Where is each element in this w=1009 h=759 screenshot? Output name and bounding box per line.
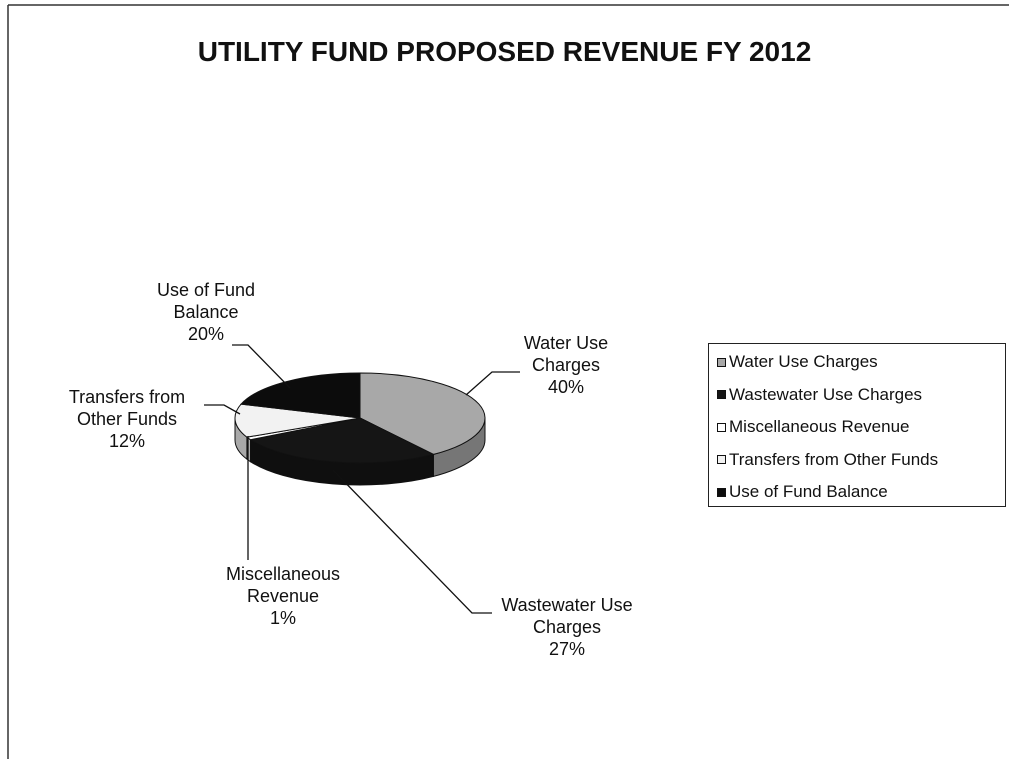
- legend-swatch: [717, 487, 726, 497]
- slice: [249, 417, 435, 464]
- legend-label: Wastewater Use Charges: [729, 384, 923, 404]
- slice-label-value: 1%: [269, 608, 296, 628]
- legend-item: Use of Fund Balance: [717, 482, 888, 502]
- slice-label: Transfers from Other Funds 12%: [52, 386, 202, 452]
- chart-title: UTILITY FUND PROPOSED REVENUE FY 2012: [197, 36, 812, 67]
- legend: Water Use Charges Wastewater Use Charges M…: [708, 343, 1006, 507]
- legend-item: Transfers from Other Funds: [717, 450, 938, 470]
- legend-swatch: [717, 357, 726, 367]
- pie: [234, 372, 486, 486]
- slice-label-value: 20%: [187, 324, 225, 344]
- slice-label-name: Use of Fund Balance: [156, 280, 256, 322]
- legend-label: Use of Fund Balance: [729, 482, 888, 501]
- legend-swatch: [717, 455, 726, 464]
- slice-label-name: Miscellaneous Revenue: [225, 564, 341, 606]
- slice-label-value: 27%: [548, 639, 586, 659]
- leader-line: [332, 469, 492, 614]
- slice: [234, 403, 361, 438]
- slice: [359, 372, 486, 455]
- legend-item: Miscellaneous Revenue: [717, 417, 910, 437]
- legend-swatch: [717, 390, 726, 399]
- slice-label-name: Wastewater Use Charges: [501, 595, 633, 637]
- slice-label-value: 12%: [108, 431, 146, 451]
- legend-label: Miscellaneous Revenue: [729, 417, 910, 436]
- slice-label-value: 40%: [547, 377, 585, 397]
- legend-item: Wastewater Use Charges: [717, 385, 922, 405]
- slice-label-name: Transfers from Other Funds: [68, 387, 186, 429]
- legend-label: Transfers from Other Funds: [729, 449, 939, 469]
- slice-tops: [234, 372, 486, 464]
- slice-label: Use of Fund Balance 20%: [151, 279, 261, 345]
- slice-label: Miscellaneous Revenue 1%: [208, 563, 358, 629]
- legend-swatch: [717, 422, 726, 432]
- slice-label: Wastewater Use Charges 27%: [492, 594, 642, 660]
- slice-label-name: Water Use Charges: [523, 333, 609, 375]
- slice: [240, 372, 361, 419]
- leader-line: [465, 371, 520, 396]
- leader-lines: [204, 344, 520, 614]
- leader-line: [204, 404, 241, 415]
- legend-label: Water Use Charges: [729, 352, 878, 371]
- leader-line: [232, 344, 291, 389]
- slice-label: Water Use Charges 40%: [511, 332, 621, 398]
- legend-item: Water Use Charges: [717, 352, 878, 372]
